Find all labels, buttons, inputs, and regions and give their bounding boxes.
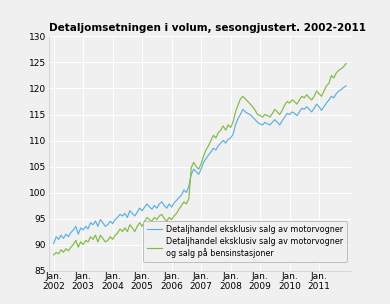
Detaljhandel eksklusiv salg av motorvogner	[113, 218, 117, 221]
Detaljhandel eksklusiv salg av motorvogner
og salg på bensinstasjoner	[282, 103, 287, 107]
Legend: Detaljhandel eksklusiv salg av motorvogner, Detaljhandel eksklusiv salg av motor: Detaljhandel eksklusiv salg av motorvogn…	[143, 221, 347, 262]
Detaljhandel eksklusiv salg av motorvogner
og salg på bensinstasjoner	[113, 233, 117, 237]
Detaljhandel eksklusiv salg av motorvogner
og salg på bensinstasjoner	[51, 253, 56, 257]
Line: Detaljhandel eksklusiv salg av motorvogner
og salg på bensinstasjoner: Detaljhandel eksklusiv salg av motorvogn…	[54, 64, 346, 255]
Detaljhandel eksklusiv salg av motorvogner	[213, 148, 218, 152]
Detaljhandel eksklusiv salg av motorvogner
og salg på bensinstasjoner	[334, 71, 339, 75]
Detaljhandel eksklusiv salg av motorvogner
og salg på bensinstasjoner	[253, 109, 257, 112]
Text: Detaljomsetningen i volum, sesongjustert. 2002-2011: Detaljomsetningen i volum, sesongjustert…	[49, 23, 366, 33]
Detaljhandel eksklusiv salg av motorvogner
og salg på bensinstasjoner	[130, 226, 135, 230]
Detaljhandel eksklusiv salg av motorvogner	[51, 242, 56, 245]
Detaljhandel eksklusiv salg av motorvogner	[130, 212, 135, 215]
Detaljhandel eksklusiv salg av motorvogner	[253, 118, 257, 122]
Detaljhandel eksklusiv salg av motorvogner
og salg på bensinstasjoner	[344, 62, 348, 65]
Line: Detaljhandel eksklusiv salg av motorvogner: Detaljhandel eksklusiv salg av motorvogn…	[54, 86, 346, 244]
Detaljhandel eksklusiv salg av motorvogner	[334, 92, 339, 95]
Detaljhandel eksklusiv salg av motorvogner	[282, 115, 287, 119]
Detaljhandel eksklusiv salg av motorvogner
og salg på bensinstasjoner	[213, 136, 218, 140]
Detaljhandel eksklusiv salg av motorvogner	[344, 84, 348, 88]
